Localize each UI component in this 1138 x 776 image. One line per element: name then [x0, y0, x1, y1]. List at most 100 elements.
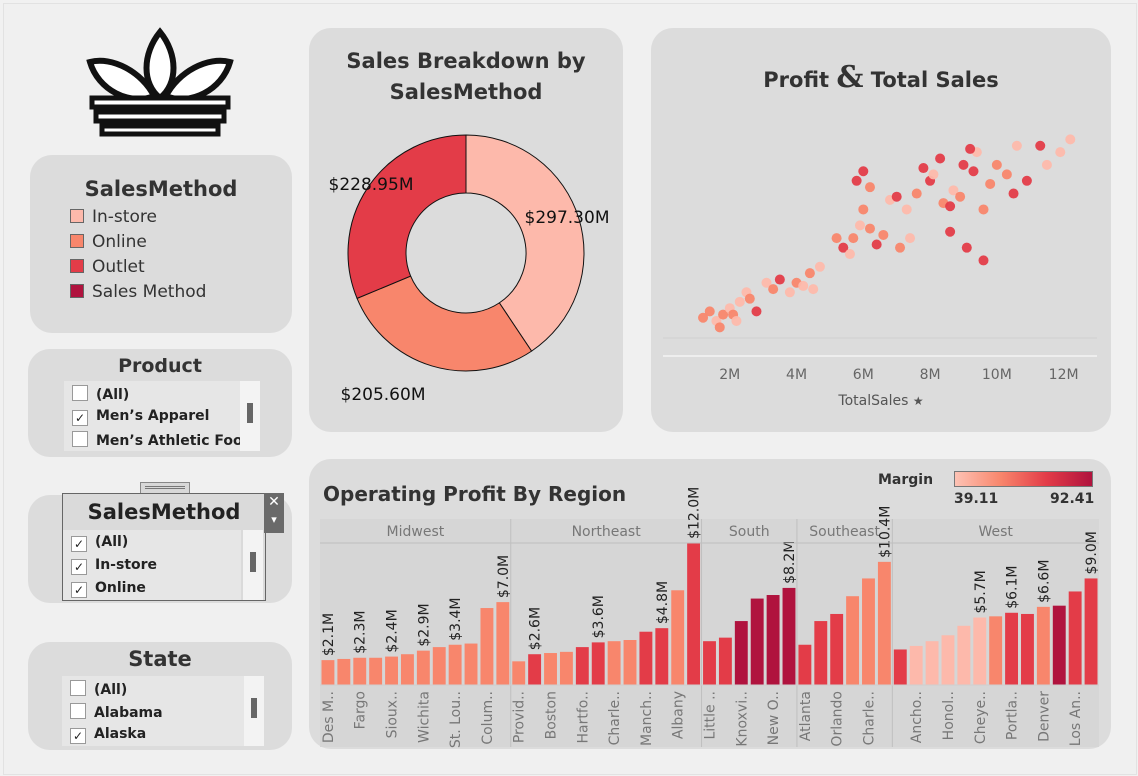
salesmethod-filter-title: SalesMethod: [87, 500, 241, 524]
scroll-thumb[interactable]: [251, 698, 257, 718]
legend-item-online[interactable]: Online: [70, 232, 147, 252]
option-label: (All): [95, 534, 129, 550]
scatter-point: [734, 296, 745, 307]
legend-label: Online: [92, 232, 147, 252]
salesmethod-option-all[interactable]: ✓ (All): [71, 534, 128, 552]
scatter-point: [761, 277, 772, 288]
state-filter-title: State: [128, 647, 192, 671]
state-option-alaska[interactable]: ✓ Alaska: [70, 726, 146, 744]
scatter-title: Profit & Total Sales: [651, 60, 1111, 95]
donut-title-line2: SalesMethod: [389, 80, 543, 104]
bar: [846, 596, 860, 685]
bar: [575, 647, 589, 685]
legend-item-in-store[interactable]: In-store: [70, 207, 157, 227]
scatter-point: [1008, 188, 1019, 199]
bar-value-label: $6.6M: [1036, 560, 1052, 603]
salesmethod-option-in-store[interactable]: ✓ In-store: [71, 557, 157, 575]
bar-category-label: Charle..: [861, 691, 877, 745]
scatter-point: [978, 255, 989, 266]
option-label: (All): [96, 387, 130, 403]
legend-card: SalesMethod In-store Online Outlet Sales…: [30, 155, 292, 333]
region-header: South: [729, 524, 770, 540]
scatter-point: [1021, 175, 1032, 186]
product-filter-list[interactable]: (All) ✓ Men’s Apparel Men’s Athletic Foo.…: [64, 381, 260, 451]
scroll-thumb[interactable]: [250, 552, 256, 572]
scatter-point: [1011, 140, 1022, 151]
scatter-title-right: Total Sales: [870, 68, 999, 92]
bar: [353, 657, 367, 685]
margin-min: 39.11: [954, 491, 999, 507]
scatter-point: [814, 261, 825, 272]
bar: [734, 621, 748, 685]
legend-swatch: [70, 284, 84, 298]
product-option-mens-athletic[interactable]: Men’s Athletic Foo...: [72, 431, 259, 449]
scatter-tick-label: 4M: [786, 367, 807, 383]
bar-value-label: $5.7M: [973, 570, 989, 613]
scatter-point: [955, 191, 966, 202]
product-filter-title: Product: [118, 355, 202, 377]
scatter-point: [798, 280, 809, 291]
salesmethod-scrollbar[interactable]: [243, 530, 263, 600]
pin-icon[interactable]: ★: [912, 394, 924, 408]
region-header: Northeast: [572, 524, 642, 540]
scatter-xlabel-text: TotalSales: [838, 393, 909, 409]
scatter-point: [985, 178, 996, 189]
donut-slice-label: $205.60M: [341, 385, 426, 405]
checkbox[interactable]: [70, 703, 86, 719]
state-scrollbar[interactable]: [244, 676, 264, 746]
drag-handle-grip: [145, 486, 185, 489]
product-option-all[interactable]: (All): [72, 385, 129, 403]
bar-category-label: Charle..: [607, 691, 623, 745]
legend-swatch: [70, 234, 84, 248]
salesmethod-filter-list[interactable]: ✓ (All) ✓ In-store ✓ Online: [63, 530, 241, 600]
bar: [957, 625, 971, 685]
bar: [909, 645, 923, 685]
scatter-point: [991, 159, 1002, 170]
scatter-tick-label: 10M: [982, 367, 1012, 383]
bar: [416, 650, 430, 685]
scroll-thumb[interactable]: [247, 403, 253, 423]
scatter-point: [905, 233, 916, 244]
checkbox-checked[interactable]: ✓: [71, 536, 87, 552]
option-label: Alaska: [94, 726, 147, 742]
state-filter-list[interactable]: (All) Alabama ✓ Alaska: [62, 676, 258, 746]
checkbox-checked[interactable]: ✓: [71, 559, 87, 575]
bar: [989, 616, 1003, 685]
bar-category-label: Colum..: [480, 691, 496, 745]
state-option-alabama[interactable]: Alabama: [70, 703, 163, 721]
legend-item-sales-method[interactable]: Sales Method: [70, 282, 206, 302]
checkbox[interactable]: [72, 385, 88, 401]
region-header: West: [978, 524, 1013, 540]
bar-value-label: $4.8M: [655, 581, 671, 624]
bar: [718, 637, 732, 685]
checkbox[interactable]: [72, 431, 88, 447]
state-option-all[interactable]: (All): [70, 680, 127, 698]
checkbox-checked[interactable]: ✓: [71, 582, 87, 598]
salesmethod-filter-panel[interactable]: SalesMethod ✓ (All) ✓ In-store ✓ Online: [62, 493, 266, 601]
bar: [1005, 612, 1019, 685]
bar: [1052, 605, 1066, 685]
checkbox-checked[interactable]: ✓: [70, 728, 86, 744]
salesmethod-option-online[interactable]: ✓ Online: [71, 580, 146, 598]
bar: [385, 656, 398, 685]
close-icon[interactable]: ✕: [268, 494, 280, 510]
dropdown-menu-icon[interactable]: ▾: [271, 513, 277, 526]
product-option-mens-apparel[interactable]: ✓ Men’s Apparel: [72, 408, 209, 426]
product-scrollbar[interactable]: [240, 381, 260, 451]
bar: [623, 640, 637, 685]
bar-card: Operating Profit By Region Margin 39.11 …: [309, 459, 1111, 749]
checkbox-checked[interactable]: ✓: [72, 410, 88, 426]
bar: [448, 644, 462, 685]
scatter-point: [854, 220, 865, 231]
bar-value-label: $12.0M: [687, 487, 703, 539]
checkbox[interactable]: [70, 680, 86, 696]
close-filter-button[interactable]: ✕ ▾: [264, 493, 284, 533]
bar-value-label: $10.4M: [877, 506, 893, 558]
bar-category-label: Cheye..: [973, 691, 989, 744]
bar-title: Operating Profit By Region: [323, 482, 627, 506]
scatter-xlabel: TotalSales ★: [651, 393, 1111, 409]
bar-category-label: Orlando: [830, 691, 846, 747]
legend-item-outlet[interactable]: Outlet: [70, 257, 145, 277]
bar: [830, 613, 844, 685]
bar: [1021, 613, 1034, 685]
